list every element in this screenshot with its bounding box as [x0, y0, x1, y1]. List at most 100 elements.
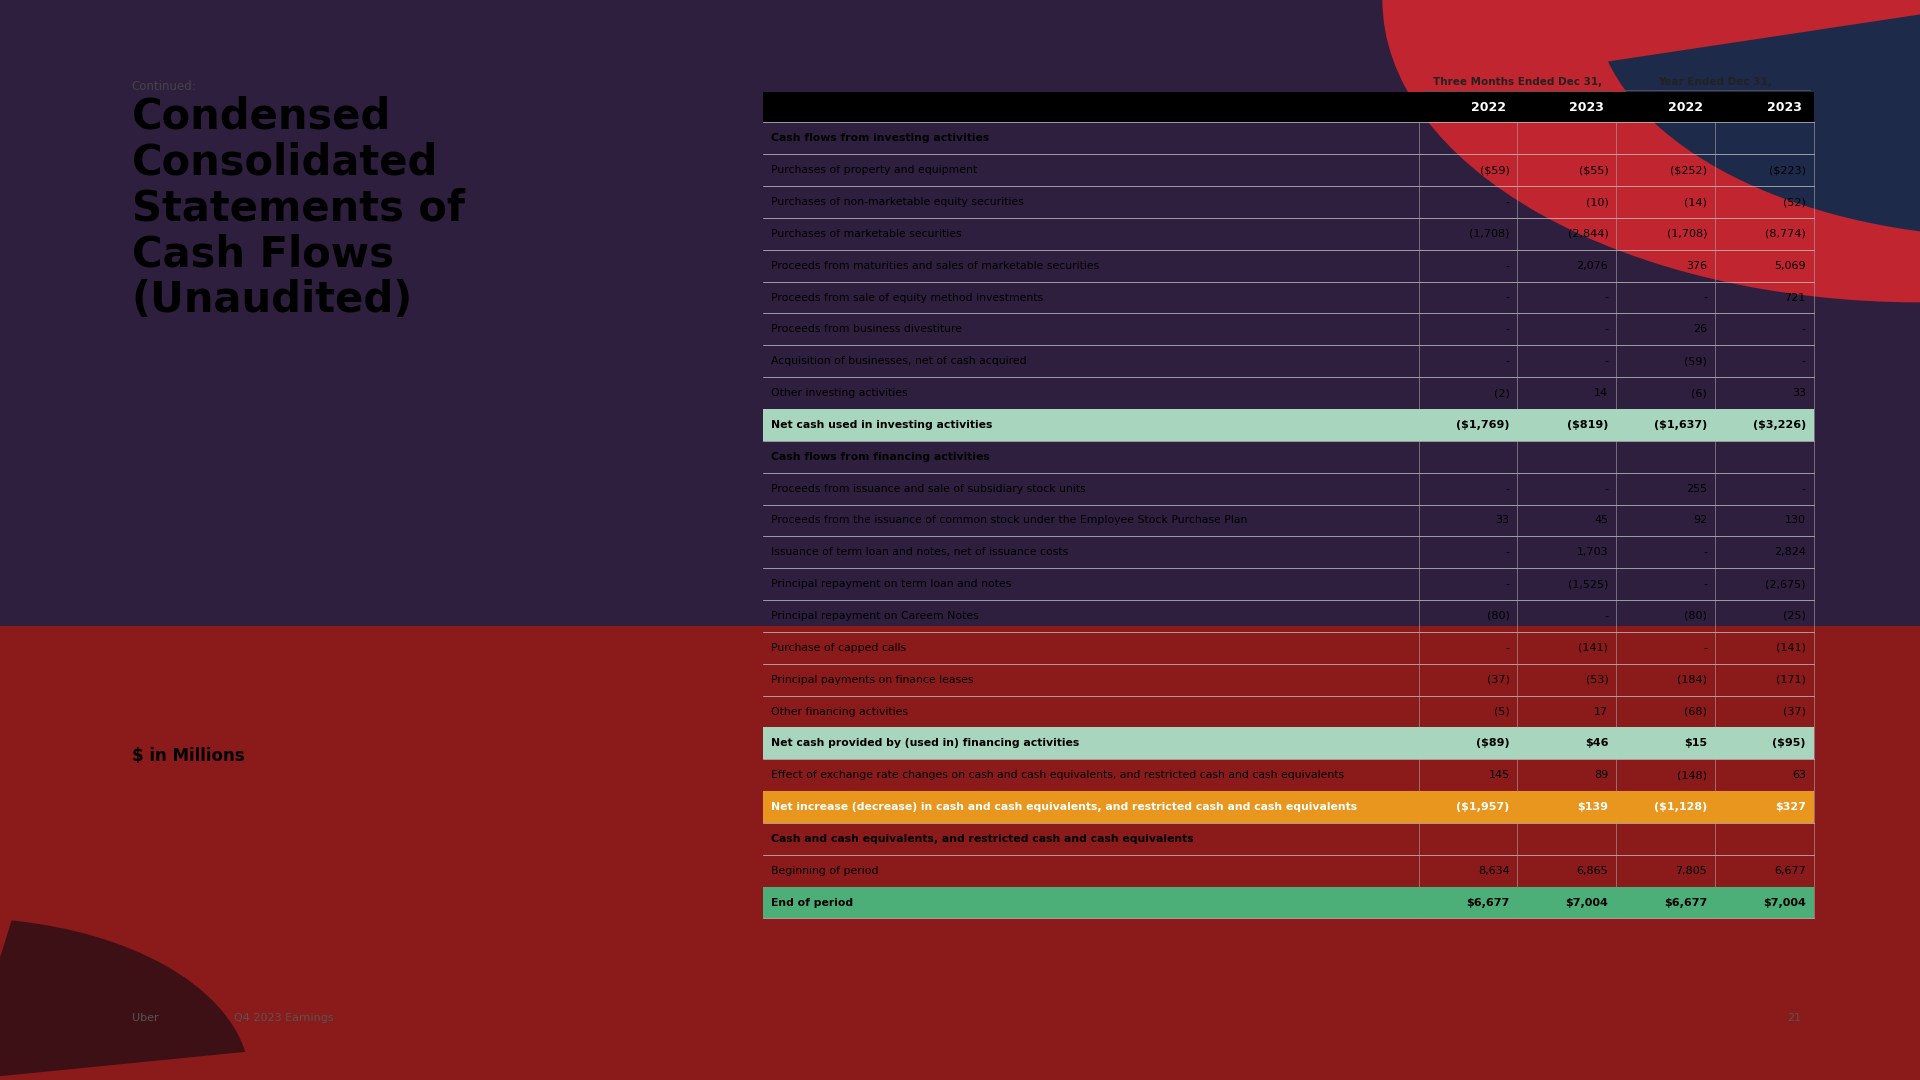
Text: $46: $46 — [1584, 739, 1609, 748]
Text: Principal repayment on term loan and notes: Principal repayment on term loan and not… — [770, 579, 1012, 590]
Text: 21: 21 — [1788, 1013, 1801, 1023]
Text: -: - — [1703, 579, 1707, 590]
Text: 7,805: 7,805 — [1676, 866, 1707, 876]
Text: Condensed
Consolidated
Statements of
Cash Flows
(Unaudited): Condensed Consolidated Statements of Cas… — [132, 95, 465, 321]
Text: ($1,637): ($1,637) — [1653, 420, 1707, 430]
Text: Three Months Ended Dec 31,: Three Months Ended Dec 31, — [1432, 77, 1601, 87]
FancyBboxPatch shape — [764, 792, 1814, 823]
Text: ($89): ($89) — [1476, 739, 1509, 748]
FancyBboxPatch shape — [0, 626, 1920, 1080]
Text: $6,677: $6,677 — [1467, 897, 1509, 907]
Text: 2023: 2023 — [1569, 100, 1605, 113]
Text: (80): (80) — [1684, 611, 1707, 621]
Text: Continued:: Continued: — [132, 80, 196, 93]
Text: (6): (6) — [1692, 388, 1707, 399]
Text: -: - — [1605, 611, 1609, 621]
Text: Beginning of period: Beginning of period — [770, 866, 877, 876]
Text: (37): (37) — [1784, 706, 1807, 716]
Text: $7,004: $7,004 — [1565, 897, 1609, 907]
Text: -: - — [1505, 197, 1509, 207]
Text: 2022: 2022 — [1471, 100, 1505, 113]
Text: 721: 721 — [1784, 293, 1807, 302]
Text: -: - — [1703, 643, 1707, 652]
Text: 2023: 2023 — [1766, 100, 1801, 113]
Text: Purchases of non-marketable equity securities: Purchases of non-marketable equity secur… — [770, 197, 1023, 207]
Wedge shape — [0, 842, 422, 1080]
Text: -: - — [1605, 293, 1609, 302]
Text: -: - — [1801, 324, 1807, 335]
Text: -: - — [1605, 356, 1609, 366]
Text: Net cash provided by (used in) financing activities: Net cash provided by (used in) financing… — [770, 739, 1079, 748]
Text: 8,634: 8,634 — [1478, 866, 1509, 876]
Text: ($819): ($819) — [1567, 420, 1609, 430]
Text: 14: 14 — [1594, 388, 1609, 399]
Text: -: - — [1505, 484, 1509, 494]
Text: -: - — [1801, 484, 1807, 494]
Text: (8,774): (8,774) — [1764, 229, 1807, 239]
Text: ($1,957): ($1,957) — [1457, 802, 1509, 812]
Text: Issuance of term loan and notes, net of issuance costs: Issuance of term loan and notes, net of … — [770, 548, 1068, 557]
Text: (141): (141) — [1578, 643, 1609, 652]
FancyBboxPatch shape — [764, 728, 1814, 759]
Text: -: - — [1505, 324, 1509, 335]
Text: 2022: 2022 — [1668, 100, 1703, 113]
Text: Other financing activities: Other financing activities — [770, 706, 908, 716]
Text: ($223): ($223) — [1768, 165, 1807, 175]
Text: ($55): ($55) — [1578, 165, 1609, 175]
Text: 1,703: 1,703 — [1576, 548, 1609, 557]
Text: ($95): ($95) — [1772, 739, 1807, 748]
Text: ($3,226): ($3,226) — [1753, 420, 1807, 430]
Text: Principal payments on finance leases: Principal payments on finance leases — [770, 675, 973, 685]
Text: Proceeds from the issuance of common stock under the Employee Stock Purchase Pla: Proceeds from the issuance of common sto… — [770, 515, 1248, 526]
Text: Purchases of property and equipment: Purchases of property and equipment — [770, 165, 977, 175]
Text: (1,708): (1,708) — [1469, 229, 1509, 239]
FancyBboxPatch shape — [764, 409, 1814, 441]
Text: 17: 17 — [1594, 706, 1609, 716]
Text: 130: 130 — [1786, 515, 1807, 526]
Text: 2,076: 2,076 — [1576, 260, 1609, 271]
Text: 63: 63 — [1791, 770, 1807, 780]
Text: 45: 45 — [1594, 515, 1609, 526]
Text: 33: 33 — [1496, 515, 1509, 526]
Text: $139: $139 — [1578, 802, 1609, 812]
Text: -: - — [1505, 260, 1509, 271]
Text: (1,708): (1,708) — [1667, 229, 1707, 239]
Text: (148): (148) — [1676, 770, 1707, 780]
Text: 376: 376 — [1686, 260, 1707, 271]
FancyBboxPatch shape — [764, 92, 1814, 122]
Text: End of period: End of period — [770, 897, 852, 907]
Text: (1,525): (1,525) — [1569, 579, 1609, 590]
Text: -: - — [1505, 356, 1509, 366]
Text: 2,824: 2,824 — [1774, 548, 1807, 557]
Text: (184): (184) — [1676, 675, 1707, 685]
Text: ($252): ($252) — [1670, 165, 1707, 175]
Text: -: - — [1801, 356, 1807, 366]
Text: (171): (171) — [1776, 675, 1807, 685]
FancyBboxPatch shape — [0, 0, 1920, 626]
Text: Cash flows from financing activities: Cash flows from financing activities — [770, 451, 989, 462]
Text: (2): (2) — [1494, 388, 1509, 399]
Text: Proceeds from sale of equity method investments: Proceeds from sale of equity method inve… — [770, 293, 1043, 302]
Text: -: - — [1605, 484, 1609, 494]
Text: Other investing activities: Other investing activities — [770, 388, 908, 399]
Text: (68): (68) — [1684, 706, 1707, 716]
Text: ($1,769): ($1,769) — [1455, 420, 1509, 430]
Text: 89: 89 — [1594, 770, 1609, 780]
Text: Effect of exchange rate changes on cash and cash equivalents, and restricted cas: Effect of exchange rate changes on cash … — [770, 770, 1344, 780]
Text: 255: 255 — [1686, 484, 1707, 494]
Text: ($1,128): ($1,128) — [1653, 802, 1707, 812]
Wedge shape — [1382, 0, 1920, 302]
Text: -: - — [1505, 548, 1509, 557]
Text: 33: 33 — [1791, 388, 1807, 399]
Text: (53): (53) — [1586, 675, 1609, 685]
Text: 6,677: 6,677 — [1774, 866, 1807, 876]
Text: Purchases of marketable securities: Purchases of marketable securities — [770, 229, 962, 239]
Wedge shape — [1607, 0, 1920, 238]
Text: (10): (10) — [1586, 197, 1609, 207]
Text: (52): (52) — [1784, 197, 1807, 207]
Text: (5): (5) — [1494, 706, 1509, 716]
Text: Proceeds from issuance and sale of subsidiary stock units: Proceeds from issuance and sale of subsi… — [770, 484, 1085, 494]
Text: $327: $327 — [1774, 802, 1807, 812]
Text: (59): (59) — [1684, 356, 1707, 366]
Text: Principal repayment on Careem Notes: Principal repayment on Careem Notes — [770, 611, 979, 621]
